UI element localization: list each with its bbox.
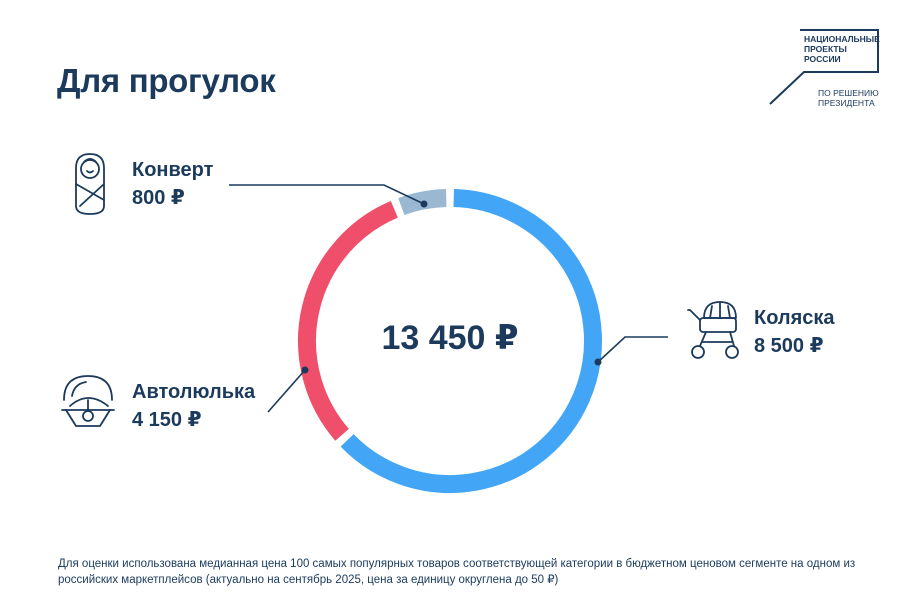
donut-segment-car-seat xyxy=(298,200,398,441)
label-envelope-price: 800 ₽ xyxy=(132,187,185,209)
label-car-seat-price: 4 150 ₽ xyxy=(132,409,202,431)
label-car-seat-name: Автолюлька xyxy=(132,381,256,403)
infant-car-seat-icon xyxy=(61,375,115,427)
stroller-icon xyxy=(687,301,739,359)
logo-sub-text: ПО РЕШЕНИЮ ПРЕЗИДЕНТА xyxy=(818,88,879,108)
donut-segment-stroller xyxy=(340,189,602,493)
swaddled-baby-icon xyxy=(75,153,105,215)
page-title: Для прогулок xyxy=(57,62,276,99)
label-envelope-name: Конверт xyxy=(132,159,214,181)
leader-line-stroller xyxy=(597,336,668,363)
label-envelope: Конверт 800 ₽ xyxy=(132,156,213,212)
leader-dot-car-seat xyxy=(301,366,309,374)
logo-mark-icon xyxy=(769,29,879,105)
label-stroller: Коляска 8 500 ₽ xyxy=(754,304,835,360)
label-stroller-name: Коляска xyxy=(754,307,835,329)
logo-main-text: НАЦИОНАЛЬНЫЕ ПРОЕКТЫ РОССИИ xyxy=(804,34,880,64)
label-car-seat: Автолюлька 4 150 ₽ xyxy=(132,378,255,434)
national-projects-logo: НАЦИОНАЛЬНЫЕ ПРОЕКТЫ РОССИИ ПО РЕШЕНИЮ П… xyxy=(768,28,880,108)
leader-dot-envelope xyxy=(420,200,428,208)
leader-dot-stroller xyxy=(594,358,602,366)
leader-line-car-seat xyxy=(267,369,306,413)
footnote: Для оценки использована медианная цена 1… xyxy=(58,558,856,586)
label-stroller-price: 8 500 ₽ xyxy=(754,335,824,357)
total-value: 13 450 ₽ xyxy=(381,319,519,357)
leader-line-envelope xyxy=(229,184,425,205)
